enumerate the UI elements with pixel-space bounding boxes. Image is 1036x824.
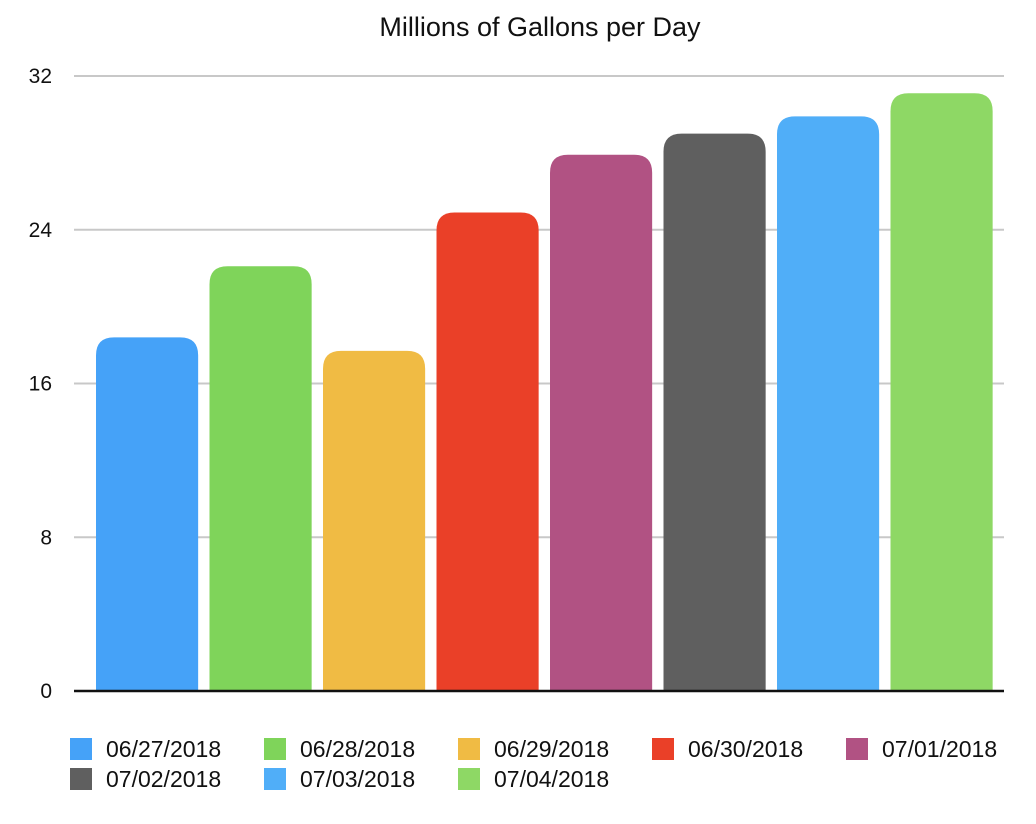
legend-item: 06/30/2018	[652, 736, 803, 762]
bar-07-03-2018	[777, 116, 880, 691]
legend-label: 07/01/2018	[882, 735, 998, 762]
legend-swatch	[846, 738, 868, 760]
legend-item: 07/04/2018	[458, 766, 609, 792]
legend-label: 07/03/2018	[300, 765, 416, 792]
legend-item: 07/02/2018	[70, 766, 221, 792]
legend-item: 06/28/2018	[264, 736, 415, 762]
y-tick-label: 0	[40, 680, 52, 703]
legend-swatch	[70, 768, 92, 790]
bar-06-27-2018	[96, 337, 199, 691]
bar-07-01-2018	[550, 154, 653, 691]
bar-07-02-2018	[663, 133, 766, 691]
legend-item: 07/01/2018	[846, 736, 997, 762]
y-tick-label: 16	[29, 373, 52, 396]
legend-swatch	[458, 768, 480, 790]
y-tick-label: 8	[40, 526, 52, 549]
bar-06-28-2018	[209, 266, 312, 691]
legend-swatch	[652, 738, 674, 760]
y-tick-label: 24	[29, 219, 53, 242]
bars	[96, 93, 993, 691]
legend-label: 06/28/2018	[300, 735, 416, 762]
bar-chart: 0 8 16 24 32	[29, 65, 1004, 703]
y-tick-label: 32	[29, 65, 52, 88]
bar-06-29-2018	[323, 350, 426, 691]
legend-swatch	[264, 768, 286, 790]
legend-swatch	[458, 738, 480, 760]
legend-swatch	[70, 738, 92, 760]
bar-06-30-2018	[436, 212, 539, 691]
legend-label: 07/04/2018	[494, 765, 610, 792]
legend-item: 06/29/2018	[458, 736, 609, 762]
bar-07-04-2018	[890, 93, 993, 691]
legend-label: 07/02/2018	[106, 765, 222, 792]
legend-label: 06/29/2018	[494, 735, 610, 762]
legend-label: 06/27/2018	[106, 735, 222, 762]
chart-title: Millions of Gallons per Day	[379, 12, 701, 42]
legend-swatch	[264, 738, 286, 760]
y-axis-ticks: 0 8 16 24 32	[29, 65, 53, 703]
legend-label: 06/30/2018	[688, 735, 804, 762]
legend-item: 07/03/2018	[264, 766, 415, 792]
legend-item: 06/27/2018	[70, 736, 221, 762]
